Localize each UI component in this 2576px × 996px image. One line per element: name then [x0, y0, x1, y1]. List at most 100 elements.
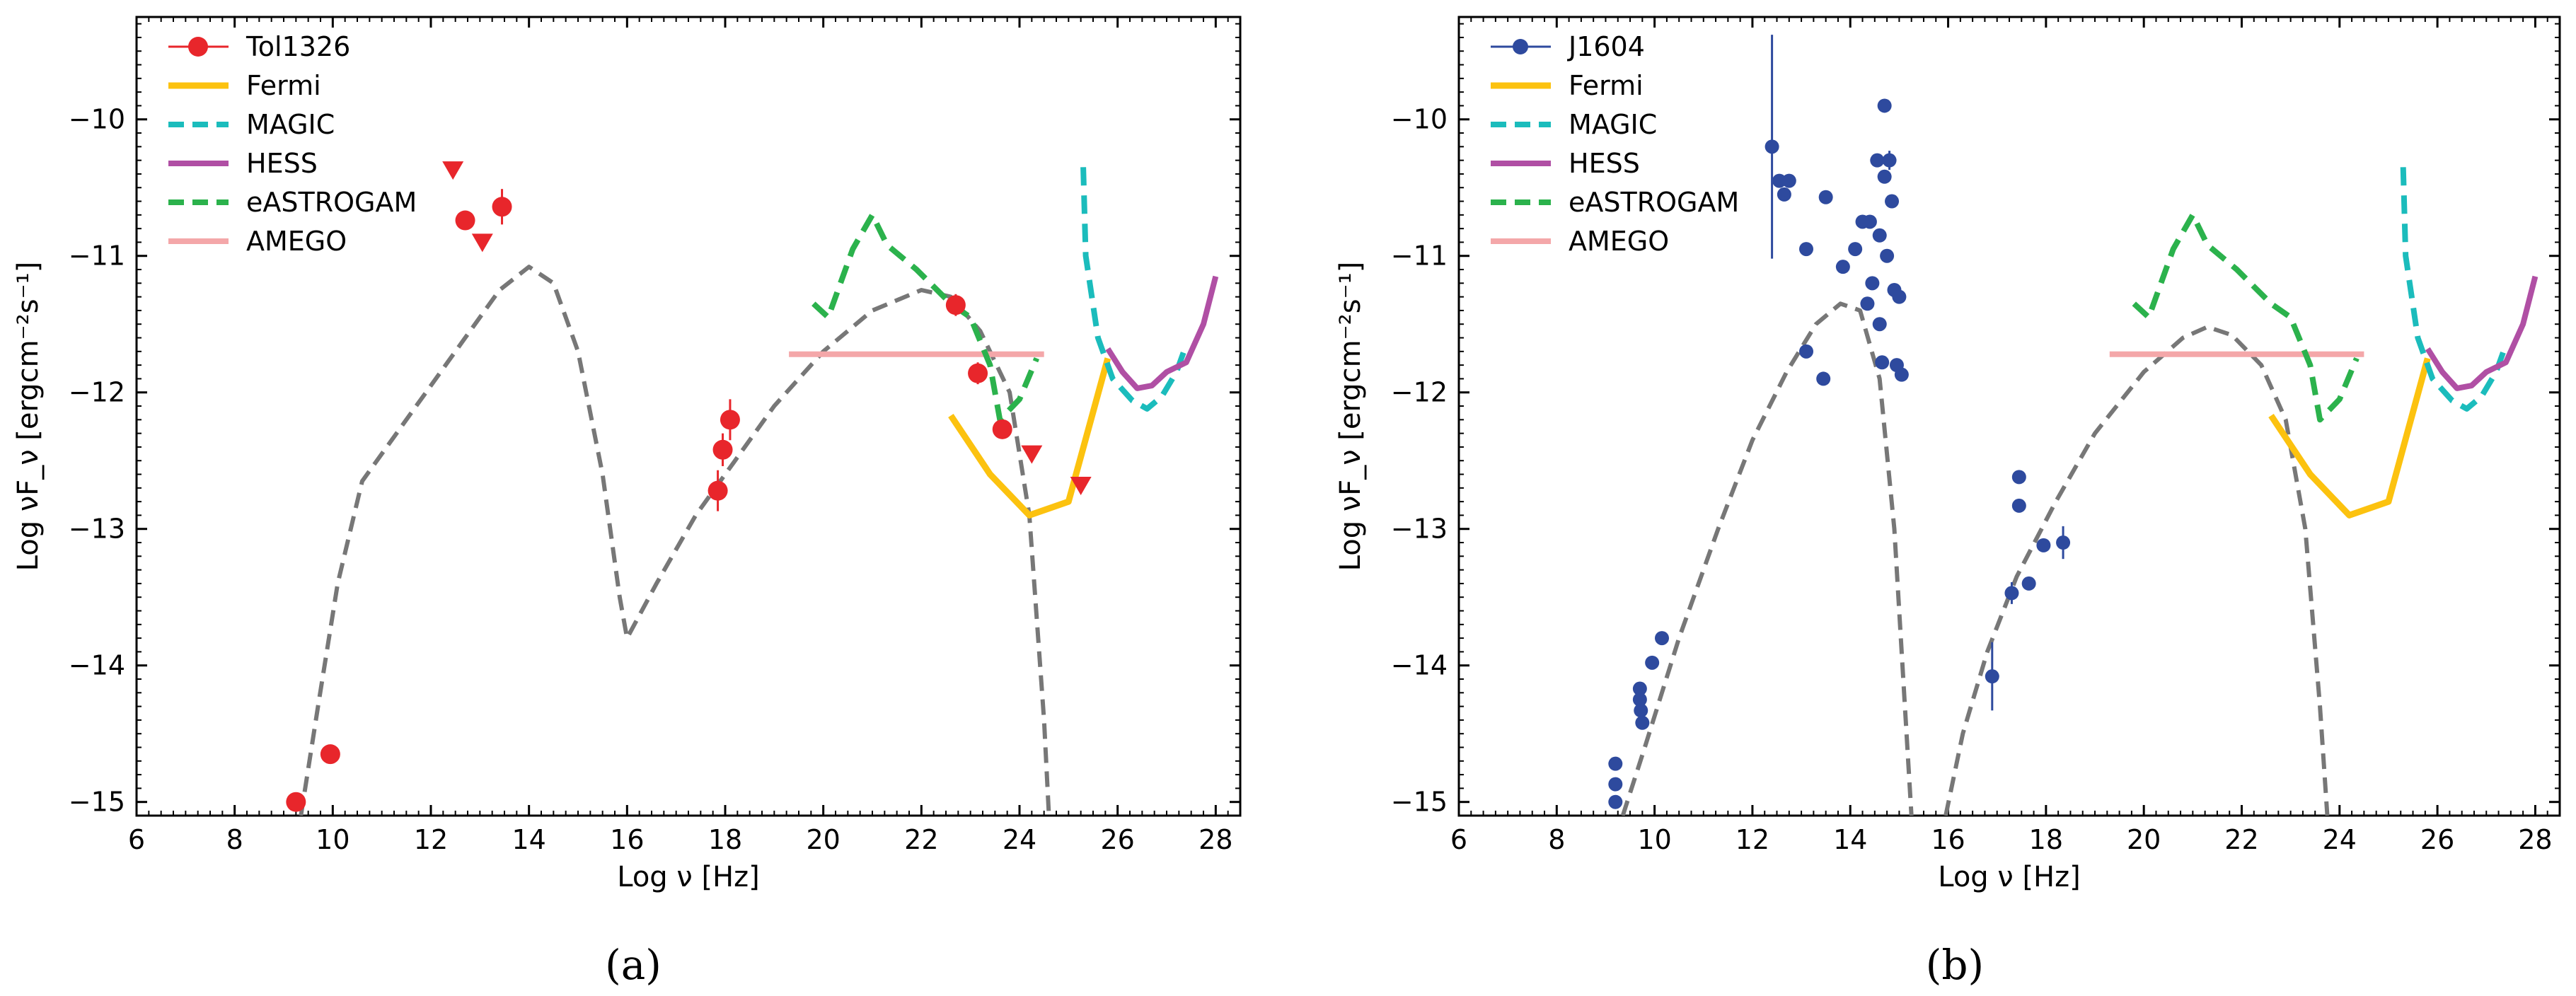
data-point: [1835, 260, 1850, 274]
y-tick-label: −11: [69, 241, 125, 272]
data-point: [1654, 631, 1669, 646]
y-tick-label: −10: [1391, 104, 1448, 135]
model-inverse-compton-curve: [1943, 325, 2330, 816]
legend-magic-label: MAGIC: [246, 109, 335, 140]
data-point: [1892, 289, 1907, 304]
y-axis-label: Log νF_ν [ergcm⁻²s⁻¹]: [12, 262, 45, 572]
y-tick-label: −14: [69, 650, 125, 681]
data-point: [2021, 576, 2036, 591]
x-tick-label: 10: [1637, 824, 1671, 855]
fermi-sensitivity-line: [2268, 357, 2431, 519]
data-point: [1608, 756, 1623, 771]
upper-limit-marker: [442, 161, 464, 180]
data-point: [2011, 470, 2026, 485]
hess-sensitivity-line: [2425, 275, 2539, 391]
fermi-sensitivity-line: [948, 357, 1111, 519]
data-point: [286, 792, 306, 812]
legend-source-label: J1604: [1567, 31, 1645, 62]
data-point: [1985, 669, 1999, 684]
data-point: [1645, 655, 1660, 670]
data-point: [1865, 276, 1880, 291]
data-point: [1877, 98, 1892, 113]
data-point: [945, 295, 966, 315]
hess-sensitivity-line: [1105, 275, 1219, 391]
legend-hess-label: HESS: [1569, 148, 1640, 179]
data-point: [1880, 248, 1895, 263]
data-point: [1781, 173, 1796, 188]
data-point: [1882, 153, 1897, 168]
data-point: [455, 210, 475, 231]
panel-b: 6 8 10 12 14 16 18 20 22 24 26 28 −15 −14 −13 −12 −11 −10…: [1334, 16, 2561, 893]
upper-limit-marker: [1070, 476, 1092, 495]
data-point: [2004, 586, 2019, 601]
data-point: [707, 480, 728, 501]
plot-area: [1608, 35, 2539, 816]
data-point: [720, 410, 740, 430]
x-tick-label: 20: [806, 824, 840, 855]
model-synchrotron-curve: [1620, 301, 1914, 816]
data-point: [1777, 187, 1791, 202]
data-point: [2036, 538, 2051, 552]
data-point: [1608, 794, 1623, 809]
x-tick-label: 14: [512, 824, 545, 855]
x-tick-label: 16: [1931, 824, 1965, 855]
x-axis-label: Log ν [Hz]: [1938, 861, 2081, 893]
data-point: [1894, 367, 1909, 382]
y-tick-label: −11: [1391, 241, 1448, 272]
data-point: [1862, 214, 1877, 229]
data-point: [1816, 371, 1831, 386]
data-point: [1885, 194, 1900, 209]
data-point: [320, 744, 340, 765]
data-point: [1634, 703, 1648, 718]
legend-source-marker: [1513, 39, 1528, 54]
x-tick-label: 26: [1100, 824, 1134, 855]
data-point: [1799, 242, 1814, 257]
data-point: [1870, 153, 1885, 168]
x-tick-label: 14: [1833, 824, 1867, 855]
legend-amego-label: AMEGO: [246, 226, 347, 257]
x-tick-label: 24: [1003, 824, 1036, 855]
x-tick-label: 28: [1199, 824, 1232, 855]
legend-eastrogam-label: eASTROGAM: [246, 187, 417, 218]
x-tick-label: 6: [128, 824, 145, 855]
y-tick-label: −12: [69, 377, 125, 408]
magic-sensitivity-line: [2400, 167, 2507, 412]
data-point: [1818, 190, 1833, 204]
legend-amego-label: AMEGO: [1569, 226, 1669, 257]
x-tick-label: 22: [2224, 824, 2258, 855]
data-point: [1877, 169, 1892, 184]
x-tick-label: 28: [2518, 824, 2552, 855]
data-point: [1632, 692, 1647, 707]
x-tick-label: 22: [904, 824, 938, 855]
panel-a-label: (a): [605, 941, 662, 989]
data-point: [1764, 139, 1779, 154]
x-tick-label: 12: [1735, 824, 1769, 855]
x-axis-label: Log ν [Hz]: [617, 861, 760, 893]
panel-a: 6 8 10 12 14 16 18 20 22 24 26 28 −15 −14 −13 −12 −11 −10…: [12, 16, 1242, 893]
data-point: [1632, 681, 1647, 696]
data-point: [1848, 242, 1863, 257]
legend-fermi-label: Fermi: [1569, 70, 1644, 101]
y-tick-label: −12: [1391, 377, 1448, 408]
x-tick-label: 8: [1548, 824, 1565, 855]
data-point: [968, 363, 988, 383]
upper-limit-marker: [1021, 445, 1043, 464]
panel-b-label: (b): [1925, 941, 1985, 989]
y-tick-label: −15: [1391, 787, 1448, 818]
legend-magic-label: MAGIC: [1569, 109, 1657, 140]
data-point: [1872, 317, 1887, 332]
plot-area: [286, 161, 1219, 816]
x-tick-label: 20: [2127, 824, 2161, 855]
y-axis-label: Log νF_ν [ergcm⁻²s⁻¹]: [1334, 262, 1367, 572]
y-tick-label: −10: [69, 104, 125, 135]
data-point: [492, 197, 512, 217]
data-point: [1799, 344, 1814, 359]
x-tick-label: 24: [2323, 824, 2357, 855]
data-point: [2056, 535, 2071, 550]
data-point: [1860, 296, 1875, 311]
y-tick-label: −13: [69, 514, 125, 545]
y-tick-label: −13: [1391, 514, 1448, 545]
x-tick-label: 16: [610, 824, 644, 855]
upper-limit-marker: [471, 233, 493, 253]
